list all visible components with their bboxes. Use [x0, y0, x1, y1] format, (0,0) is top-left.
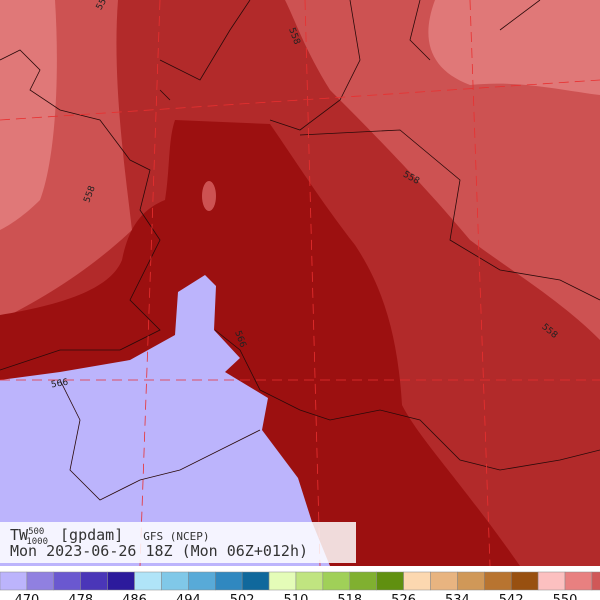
header-time: Mon 2023-06-26 18Z (Mon 06Z+012h)	[10, 542, 308, 560]
title-box	[0, 522, 356, 563]
colorbar-swatch	[268, 571, 297, 591]
model: GFS (NCEP)	[143, 530, 209, 543]
colorbar-swatch	[510, 571, 539, 591]
contour-label: 566	[50, 378, 69, 391]
colorbar-swatch	[188, 571, 216, 591]
colorbar-label: 518	[337, 593, 362, 600]
colorbar-swatch	[591, 571, 600, 591]
colorbar-label: 478	[68, 593, 93, 600]
colorbar-label: 534	[445, 593, 470, 600]
sup: 500	[28, 527, 44, 537]
sub: 1000	[26, 537, 48, 547]
colorbar-swatch	[484, 571, 512, 591]
colorbar-swatch	[295, 571, 324, 591]
colorbar-swatch	[322, 571, 351, 591]
colorbar-label: 550	[553, 593, 578, 600]
colorbar-label: 526	[391, 593, 416, 600]
var: TW	[10, 526, 29, 544]
colorbar-swatch	[107, 571, 135, 591]
coastlines	[0, 0, 600, 501]
colorbar-label: 542	[499, 593, 524, 600]
colorbar-swatch	[349, 571, 377, 591]
colorbar-label: 470	[14, 593, 39, 600]
colorbar-swatch	[80, 571, 108, 591]
contour-label: 558	[95, 0, 112, 12]
field	[0, 0, 600, 566]
colorbar-swatch	[0, 571, 28, 591]
colorbar-swatch	[403, 571, 431, 591]
colorbar-swatch	[26, 571, 55, 591]
colorbar-swatch	[537, 571, 566, 591]
colorbar-swatch	[457, 571, 485, 591]
colorbar-label: 494	[176, 593, 201, 600]
colorbar-label: 510	[284, 593, 309, 600]
colorbar-swatch	[241, 571, 270, 591]
colorbar-swatch	[214, 571, 243, 591]
colorbar-swatch	[376, 571, 404, 591]
colorbar-label: 486	[122, 593, 147, 600]
unit: [gpdam]	[60, 526, 123, 544]
colorbar-swatch	[53, 571, 81, 591]
header-var: TW500 1000 [gpdam] GFS (NCEP)	[10, 526, 209, 547]
colorbar-swatch	[134, 571, 162, 591]
colorbar-swatch	[564, 571, 593, 591]
colorbar-swatch	[161, 571, 189, 591]
colorbar-label: 502	[230, 593, 255, 600]
colorbar-swatch	[430, 571, 458, 591]
colorbar: 470478486494502510518526534542550558566	[0, 571, 600, 600]
